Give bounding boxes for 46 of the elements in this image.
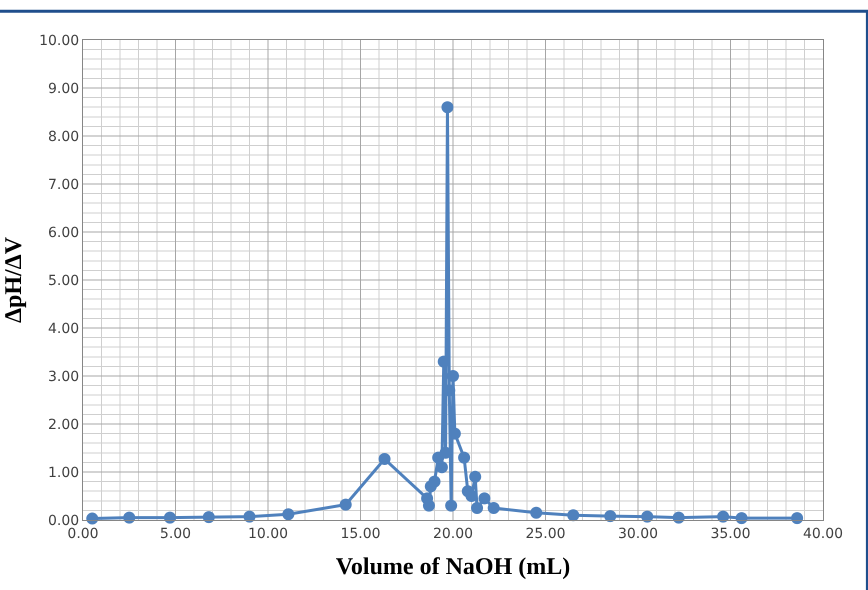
point: [478, 492, 490, 504]
y-tick-label: 8.00: [48, 128, 80, 145]
point: [641, 510, 654, 523]
y-tick-label: 2.00: [48, 416, 80, 433]
point: [428, 476, 440, 488]
y-tick-label: 10.00: [39, 32, 80, 49]
point: [488, 502, 500, 514]
y-tick-label: 5.00: [48, 272, 80, 289]
point: [282, 508, 294, 520]
y-tick-label: 1.00: [48, 464, 80, 481]
point: [471, 502, 484, 514]
y-tick-label: 7.00: [48, 176, 80, 193]
x-axis-title: Volume of NaOH (mL): [336, 554, 570, 580]
point: [244, 510, 256, 523]
point: [378, 453, 391, 466]
x-tick-label: 30.00: [618, 526, 658, 542]
x-tick-label: 5.00: [160, 526, 192, 542]
point: [469, 470, 482, 483]
point: [445, 500, 458, 512]
point: [567, 509, 580, 522]
point: [458, 452, 470, 464]
y-tick-label: 6.00: [48, 224, 80, 241]
point: [530, 506, 542, 519]
y-tick-label: 9.00: [48, 80, 80, 97]
x-tick-label: 20.00: [432, 526, 474, 542]
x-tick-label: 15.00: [340, 526, 381, 542]
point: [736, 512, 748, 524]
point: [164, 512, 176, 524]
point: [441, 101, 454, 114]
point: [604, 510, 616, 522]
x-tick-label: 35.00: [710, 526, 751, 542]
x-tick-label: 40.00: [802, 526, 844, 542]
point: [202, 511, 215, 524]
point: [422, 500, 435, 512]
point: [447, 370, 459, 382]
point: [86, 512, 98, 525]
x-tick-label: 25.00: [525, 526, 566, 542]
x-tick-label: 10.00: [248, 526, 288, 542]
point: [791, 512, 804, 524]
y-tick-label: 3.00: [48, 368, 80, 385]
point: [123, 512, 136, 524]
point: [672, 512, 685, 524]
y-axis-title: ΔpH/ΔV: [1, 236, 28, 324]
y-tick-label: 4.00: [48, 320, 80, 337]
point: [340, 498, 352, 511]
point: [717, 510, 730, 523]
